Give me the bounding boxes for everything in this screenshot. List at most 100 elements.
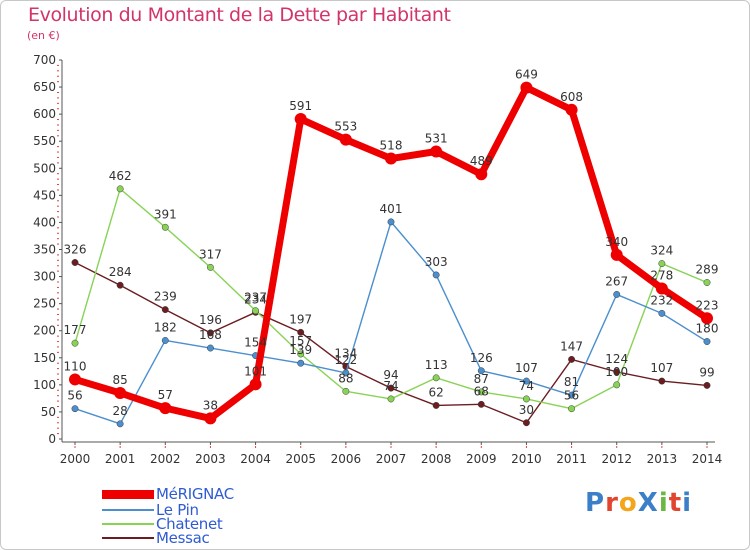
y-minor-tick <box>57 422 59 424</box>
data-point-0 <box>520 81 533 94</box>
data-point-3 <box>703 381 711 389</box>
data-label: 197 <box>289 312 312 326</box>
data-point-0 <box>114 386 127 399</box>
y-tick-label: 0 <box>48 432 56 446</box>
data-label: 107 <box>515 361 538 375</box>
data-point-2 <box>613 381 621 389</box>
data-point-1 <box>297 359 305 367</box>
data-label: 553 <box>334 120 357 134</box>
y-minor-tick <box>57 146 59 148</box>
y-minor-tick <box>57 227 59 229</box>
x-tick-label: 2007 <box>376 452 407 466</box>
x-minor-tick <box>209 446 211 448</box>
x-minor-tick <box>74 446 76 448</box>
legend-label-messac: Messac <box>156 529 210 547</box>
data-point-0 <box>430 145 443 158</box>
data-point-1 <box>477 367 485 375</box>
legend-label-chatenet: Chatenet <box>156 515 223 533</box>
y-minor-tick <box>57 70 59 72</box>
x-minor-tick <box>661 446 663 448</box>
data-label: 107 <box>650 361 673 375</box>
y-tick-label: 650 <box>33 80 56 94</box>
y-tick-label: 100 <box>33 378 56 392</box>
data-label: 234 <box>244 292 267 306</box>
y-minor-tick <box>57 433 59 435</box>
data-point-2 <box>522 395 530 403</box>
data-label: 87 <box>474 372 489 386</box>
x-minor-tick <box>706 446 708 448</box>
data-point-3 <box>522 419 530 427</box>
data-point-0 <box>249 378 262 391</box>
data-point-1 <box>116 420 124 428</box>
y-tick-label: 500 <box>33 161 56 175</box>
y-minor-tick <box>57 119 59 121</box>
data-label: 74 <box>383 379 398 393</box>
data-label: 30 <box>519 403 534 417</box>
data-label: 326 <box>64 242 87 256</box>
data-label: 223 <box>696 298 719 312</box>
x-minor-tick <box>571 446 573 448</box>
x-tick-label: 2013 <box>647 452 678 466</box>
data-label: 56 <box>67 389 82 403</box>
legend-item-merignac: MéRIGNAC <box>102 485 282 503</box>
y-minor-tick <box>57 389 59 391</box>
y-minor-tick <box>57 178 59 180</box>
y-minor-tick <box>57 406 59 408</box>
y-minor-tick <box>57 124 59 126</box>
data-label: 324 <box>650 244 673 258</box>
data-point-1 <box>206 344 214 352</box>
data-point-1 <box>387 218 395 226</box>
data-point-2 <box>432 374 440 382</box>
x-tick-label: 2000 <box>60 452 91 466</box>
data-label: 303 <box>425 255 448 269</box>
x-minor-tick <box>255 446 257 448</box>
x-tick-label: 2001 <box>105 452 136 466</box>
x-minor-tick <box>525 446 527 448</box>
data-point-2 <box>387 395 395 403</box>
y-minor-tick <box>57 335 59 337</box>
data-label: 157 <box>289 334 312 348</box>
x-tick-label: 2012 <box>601 452 632 466</box>
y-minor-tick <box>57 129 59 131</box>
y-minor-tick <box>57 308 59 310</box>
x-tick-label: 2014 <box>692 452 723 466</box>
data-label: 94 <box>383 368 398 382</box>
y-minor-tick <box>57 373 59 375</box>
x-tick-label: 2010 <box>511 452 542 466</box>
y-minor-tick <box>57 281 59 283</box>
chart-subtitle: (en €) <box>27 29 60 42</box>
data-point-1 <box>342 369 350 377</box>
x-tick-label: 2011 <box>556 452 587 466</box>
y-minor-tick <box>57 238 59 240</box>
data-label: 38 <box>203 398 218 412</box>
data-point-2 <box>297 350 305 358</box>
y-minor-tick <box>57 368 59 370</box>
data-point-0 <box>339 133 352 146</box>
data-label: 56 <box>564 389 579 403</box>
x-minor-tick <box>345 446 347 448</box>
data-label: 317 <box>199 247 222 261</box>
y-tick-label: 300 <box>33 270 56 284</box>
x-tick-label: 2009 <box>466 452 497 466</box>
data-point-0 <box>610 248 623 261</box>
data-label: 147 <box>560 339 583 353</box>
data-label: 196 <box>199 313 222 327</box>
data-label: 124 <box>605 352 628 366</box>
data-label: 139 <box>289 343 312 357</box>
y-minor-tick <box>57 313 59 315</box>
y-tick-label: 150 <box>33 351 56 365</box>
data-point-3 <box>161 306 169 314</box>
logo-letter: r <box>605 488 619 518</box>
chart-title: Evolution du Montant de la Dette par Hab… <box>28 4 451 26</box>
y-minor-tick <box>57 200 59 202</box>
data-point-3 <box>116 281 124 289</box>
y-minor-tick <box>57 135 59 137</box>
x-minor-tick <box>435 446 437 448</box>
y-minor-tick <box>57 205 59 207</box>
data-point-0 <box>204 412 217 425</box>
y-minor-tick <box>57 351 59 353</box>
x-tick-label: 2008 <box>421 452 452 466</box>
y-minor-tick <box>57 286 59 288</box>
data-label: 340 <box>605 235 628 249</box>
